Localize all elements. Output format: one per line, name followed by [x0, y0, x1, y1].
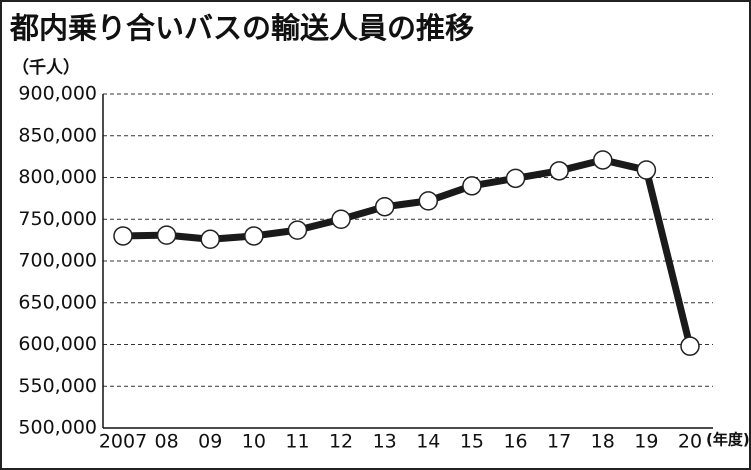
y-tick-label: 850,000 — [18, 124, 97, 146]
y-tick-label: 600,000 — [18, 333, 97, 355]
data-point — [593, 150, 613, 170]
data-point — [113, 226, 133, 246]
data-point — [680, 336, 700, 356]
y-tick-label: 900,000 — [18, 83, 97, 105]
x-tick-label: 13 — [373, 431, 397, 453]
y-axis-label: （千人） — [12, 57, 80, 78]
data-point — [505, 168, 526, 189]
y-tick-label: 650,000 — [18, 291, 97, 313]
y-tick-label: 700,000 — [18, 250, 97, 272]
data-point — [287, 220, 308, 240]
data-point — [244, 226, 264, 246]
x-tick-label: 20 — [678, 431, 702, 453]
data-point — [200, 229, 220, 250]
data-point — [462, 176, 482, 196]
data-point — [156, 225, 177, 245]
x-tick-label: 08 — [155, 431, 179, 453]
x-tick-label: 16 — [503, 431, 527, 453]
x-tick-label: 11 — [285, 431, 309, 453]
data-point — [636, 160, 657, 180]
x-tick-label: 10 — [242, 431, 266, 453]
x-axis-label: (年度) — [706, 431, 750, 449]
chart-title: 都内乗り合いバスの輸送人員の推移 — [9, 11, 474, 45]
x-tick-label: 2007 — [99, 431, 147, 453]
x-tick-label: 17 — [547, 431, 571, 453]
x-tick-label: 09 — [198, 431, 222, 453]
y-tick-label: 500,000 — [18, 417, 97, 439]
data-point — [418, 191, 439, 211]
x-tick-label: 15 — [460, 431, 484, 453]
data-point — [331, 209, 351, 229]
y-tick-label: 550,000 — [18, 375, 97, 397]
x-tick-label: 18 — [591, 431, 615, 453]
data-point — [549, 161, 569, 181]
data-point — [374, 196, 395, 217]
x-tick-label: 12 — [329, 431, 353, 453]
x-tick-label: 19 — [634, 431, 658, 453]
x-tick-label: 14 — [416, 431, 440, 453]
y-tick-label: 750,000 — [18, 208, 97, 230]
y-tick-label: 800,000 — [18, 166, 97, 188]
